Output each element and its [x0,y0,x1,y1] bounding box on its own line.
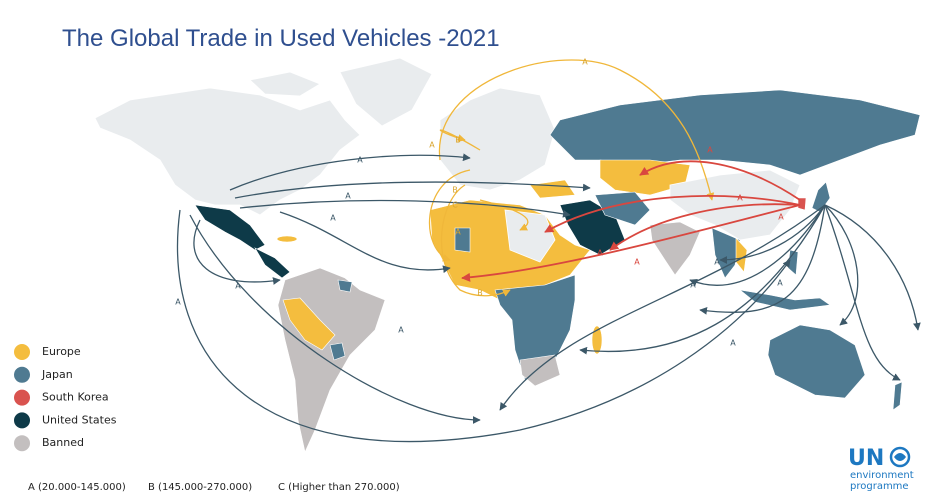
route-label: A [429,141,435,150]
volume-class: A (20.000-145.000) [28,482,126,493]
route-label: A [597,249,603,258]
central-asia [599,159,691,196]
legend-swatch [14,412,30,429]
route-arrow [699,204,826,315]
route-label: B [477,289,483,298]
legend-label: South Korea [42,391,109,404]
route-arrow [579,204,826,355]
route-arrow [544,195,801,233]
route-label: C [452,201,458,210]
india [649,221,701,276]
logo-leaf [894,453,906,461]
route-arrow [499,204,826,411]
south-africa [519,354,561,387]
route-label: A [730,339,736,348]
route-label: A [398,326,404,335]
mexico [194,204,266,251]
madagascar [591,325,603,355]
route-label: A [357,156,363,165]
route-arrow [440,184,511,297]
route-label: A [582,58,588,67]
route-label: A [345,192,351,201]
peru-bolivia [282,297,336,351]
china [669,169,801,241]
route-label: A [737,194,743,203]
southeast-asia [711,227,741,279]
legend-label: Europe [42,345,81,358]
indonesia [738,289,831,311]
volume-classes: A (20.000-145.000) B (145.000-270.000) C (… [28,482,400,493]
unep-logo: UN environment programme [848,446,914,492]
route-arrow [719,204,826,264]
vietnam [735,237,748,273]
volume-class: C (Higher than 270.000) [278,482,400,493]
legend: Europe Japan South Korea United States Banne… [14,344,117,452]
route-arrow [824,204,859,326]
west-africa-blue [454,227,471,253]
legend-swatch [14,435,30,452]
route-arrow [479,199,529,231]
route-arrow [229,153,471,191]
central-america [254,247,291,279]
greenland [339,57,433,127]
route-label: A [634,258,640,267]
legend-label: Japan [41,368,73,381]
logo-line: environment [850,470,914,481]
route-arrow [428,169,471,262]
route-label: A [714,258,720,267]
legend-label: United States [42,413,117,426]
route-label: A [175,298,181,307]
guyana [337,279,353,293]
route-arrow [193,219,281,285]
logo-mark: UN [848,446,884,471]
route-arrow [189,214,481,424]
paraguay [329,342,346,361]
route-label: A [235,282,241,291]
logo-line: programme [850,481,909,492]
route-arrow [609,203,801,251]
route-arrow [689,204,826,287]
caribbean [276,235,298,243]
turkey-region [529,179,576,199]
route-arrow [239,199,571,218]
route-arrow [234,181,591,199]
south-america [277,267,386,453]
route-label: A [778,213,784,222]
route-arrow [176,209,791,443]
route-label: A [455,228,461,237]
title: The Global Trade in Used Vehicles -2021 [62,25,500,52]
legend-swatch [14,344,30,360]
route-arrow [438,59,715,201]
route-arrow [639,160,801,201]
north-america [94,87,361,216]
route-label: B [455,136,461,145]
australia [767,324,866,399]
route-label: A [690,281,696,290]
new-zealand [892,381,903,411]
logo-globe [889,446,911,468]
route-label: A [330,214,336,223]
route-arrow [439,129,481,151]
route-arrow [461,204,801,282]
legend-swatch [14,366,30,383]
route-label: A [707,146,713,155]
routes [176,59,921,443]
world-map [94,57,921,453]
route-arrow [824,204,921,331]
legend-label: Banned [42,436,84,449]
legend-swatch [14,389,30,406]
iran [594,191,651,226]
route-arrow [279,211,451,274]
route-label: B [452,186,458,195]
libya-egypt [504,209,556,263]
volume-class: B (145.000-270.000) [148,482,252,493]
route-arrow [824,204,901,381]
arctic-islands [249,71,321,97]
route-label: A [777,279,783,288]
